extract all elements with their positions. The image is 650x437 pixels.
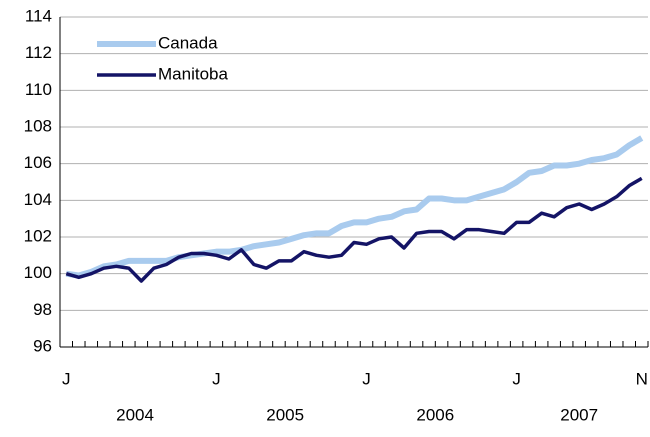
year-label: 2005 [266,405,304,424]
x-tick-label: J [512,369,521,388]
year-label: 2007 [560,405,598,424]
x-tick-label: J [62,369,71,388]
y-tick-label: 112 [25,43,52,62]
y-tick-label: 110 [25,80,52,99]
legend-label: Canada [158,33,218,52]
y-tick-label: 106 [24,153,52,172]
y-tick-label: 100 [24,263,52,282]
x-tick-label: N [636,369,648,388]
y-tick-label: 104 [24,190,52,209]
x-tick-label: J [212,369,221,388]
series-line [65,135,644,279]
y-tick-label: 102 [24,226,52,245]
y-tick-label: 114 [25,6,52,25]
x-tick-label: J [362,369,371,388]
y-tick-label: 108 [24,116,52,135]
y-tick-label: 96 [33,336,52,355]
y-tick-label: 98 [33,300,52,319]
legend-label: Manitoba [158,64,228,83]
year-label: 2006 [416,405,454,424]
series-line [65,176,643,283]
year-label: 2004 [116,405,154,424]
